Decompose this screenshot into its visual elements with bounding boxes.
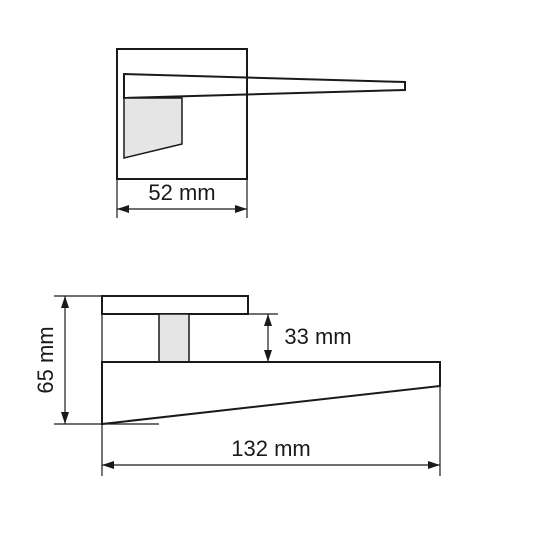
top-neck-shaded: [124, 98, 182, 158]
arrow-head: [102, 461, 114, 469]
arrow-head: [264, 350, 272, 362]
arrow-head: [428, 461, 440, 469]
side-lever: [102, 362, 440, 424]
dim-label-65: 65 mm: [33, 326, 58, 393]
arrow-head: [61, 412, 69, 424]
side-plate: [102, 296, 248, 314]
dim-label-33: 33 mm: [284, 324, 351, 349]
top-lever: [124, 74, 405, 98]
dimension-drawing: 52 mm 132 mm 65 mm 33 mm: [0, 0, 551, 551]
dim-label-132: 132 mm: [231, 436, 310, 461]
arrow-head: [61, 296, 69, 308]
arrow-head: [235, 205, 247, 213]
arrow-head: [117, 205, 129, 213]
side-stem-shaded: [159, 314, 189, 362]
arrow-head: [264, 314, 272, 326]
dim-label-52: 52 mm: [148, 180, 215, 205]
